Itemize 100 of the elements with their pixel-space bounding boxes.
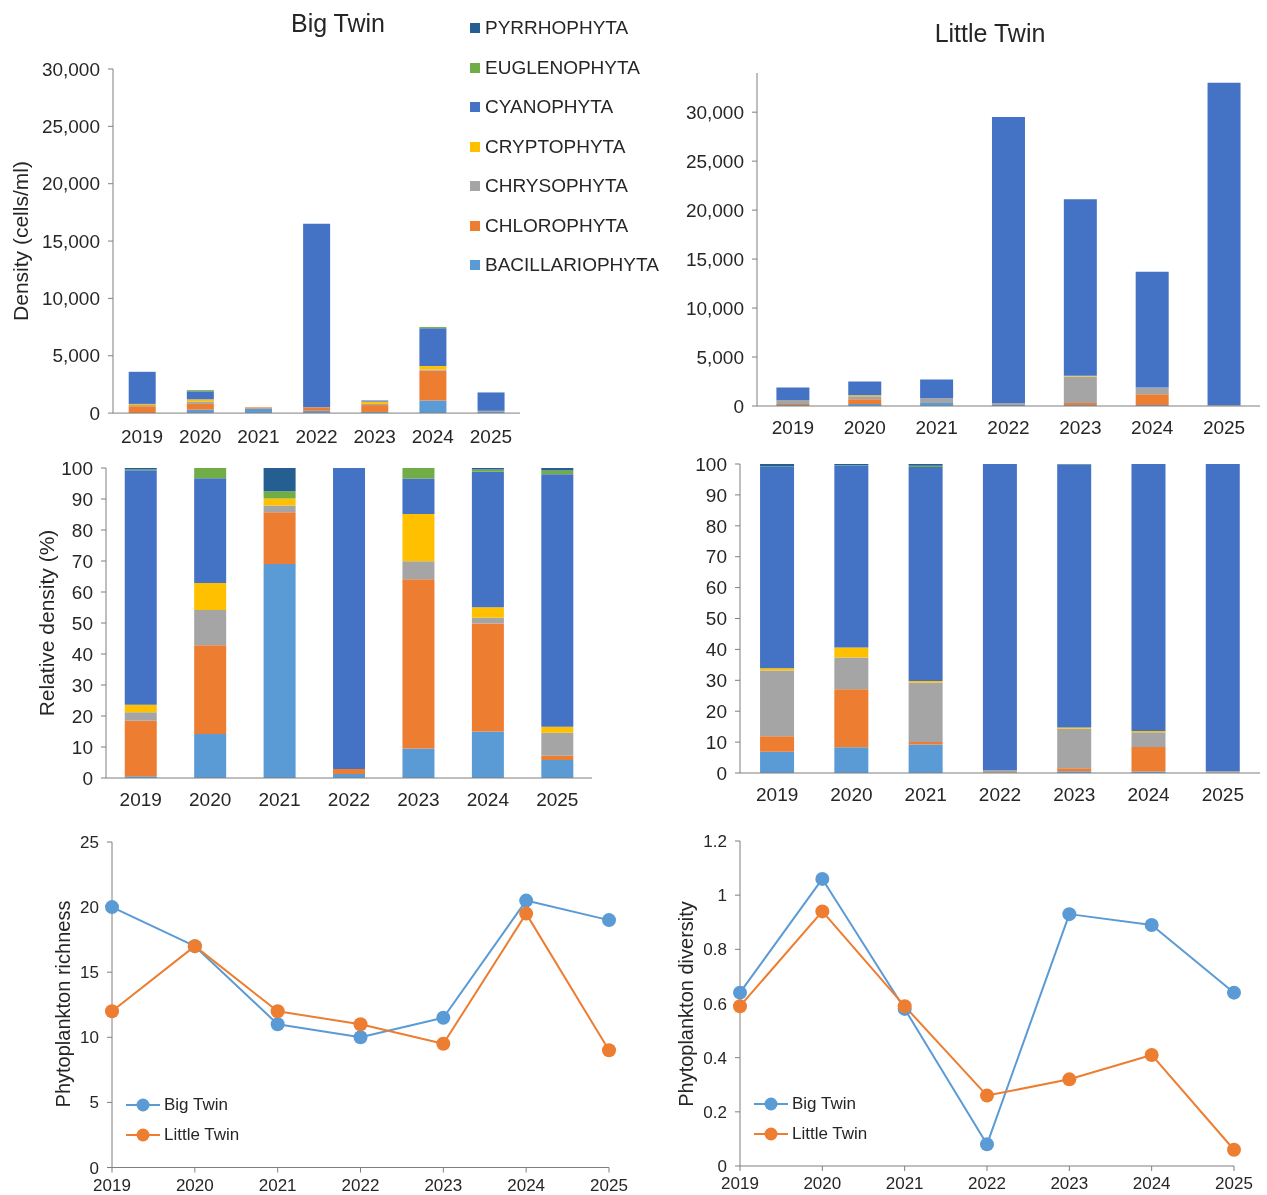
y-tick-label: 15 <box>80 962 99 982</box>
y-tick-label: 25,000 <box>685 150 744 172</box>
legend-label: CRYPTOPHYTA <box>485 135 626 158</box>
x-tick-label: 2019 <box>93 1175 131 1195</box>
y-tick-label: 1.2 <box>703 832 727 852</box>
y-tick-label: 30 <box>71 674 93 696</box>
legend-label: BACILLARIOPHYTA <box>485 254 659 277</box>
x-tick-label: 2021 <box>237 425 280 447</box>
x-tick-label: 2022 <box>978 784 1022 806</box>
y-tick-label: 70 <box>71 550 93 572</box>
legend-label: CYANOPHYTA <box>485 96 614 119</box>
x-tick-label: 2022 <box>327 789 371 811</box>
legend-label: CHLOROPHYTA <box>485 214 629 237</box>
x-tick-label: 2023 <box>424 1175 463 1195</box>
legend-label: CHRYSOPHYTA <box>485 175 628 198</box>
x-tick-label: 2020 <box>175 1175 214 1195</box>
x-tick-label: 2025 <box>1202 417 1246 439</box>
y-tick-label: 0 <box>717 1157 727 1177</box>
x-tick-label: 2020 <box>843 417 886 439</box>
y-tick-label: 10 <box>705 731 727 753</box>
y-tick-label: 20 <box>80 897 99 917</box>
x-tick-label: 2024 <box>507 1175 546 1195</box>
y-tick-label: 60 <box>71 581 93 603</box>
y-tick-label: 5,000 <box>696 346 744 368</box>
x-tick-label: 2021 <box>915 417 958 439</box>
y-tick-label: 0 <box>733 395 744 417</box>
x-tick-label: 2023 <box>353 425 396 447</box>
x-tick-label: 2019 <box>120 425 164 447</box>
y-tick-label: 20 <box>71 705 93 727</box>
x-tick-label: 2021 <box>885 1174 924 1194</box>
y-axis-title: Density (cells/ml) <box>8 160 33 321</box>
x-tick-label: 2024 <box>466 789 510 811</box>
x-tick-label: 2019 <box>721 1174 759 1194</box>
y-tick-label: 10 <box>71 736 93 758</box>
y-tick-label: 20,000 <box>41 173 100 195</box>
y-tick-label: 0 <box>89 402 100 424</box>
legend-label: EUGLENOPHYTA <box>485 56 640 79</box>
x-tick-label: 2019 <box>119 789 162 811</box>
y-tick-label: 0.2 <box>703 1102 727 1122</box>
y-tick-label: 90 <box>71 488 93 510</box>
y-tick-label: 20 <box>705 700 727 722</box>
x-tick-label: 2023 <box>397 789 440 811</box>
y-tick-label: 90 <box>705 484 727 506</box>
y-tick-label: 50 <box>705 608 727 630</box>
x-tick-label: 2022 <box>295 425 338 447</box>
x-tick-label: 2023 <box>1059 417 1102 439</box>
x-tick-label: 2020 <box>189 789 232 811</box>
y-tick-label: 0 <box>716 762 727 784</box>
y-tick-label: 100 <box>61 457 93 479</box>
y-tick-label: 80 <box>71 519 93 541</box>
y-axis-title: Phytoplankton richness <box>51 900 75 1108</box>
x-tick-label: 2020 <box>179 425 222 447</box>
y-tick-label: 25,000 <box>41 115 100 137</box>
x-tick-label: 2025 <box>1201 784 1244 806</box>
x-tick-label: 2021 <box>904 784 947 806</box>
y-tick-label: 60 <box>705 577 727 599</box>
x-tick-label: 2019 <box>756 784 799 806</box>
y-tick-label: 100 <box>695 453 727 475</box>
y-tick-label: 0.4 <box>703 1048 727 1068</box>
y-tick-label: 10,000 <box>685 297 744 319</box>
chart-title: Little Twin <box>934 18 1046 48</box>
y-tick-label: 15,000 <box>685 248 744 270</box>
y-tick-label: 0.6 <box>703 994 727 1014</box>
y-tick-label: 40 <box>71 643 93 665</box>
legend-label: PYRRHOPHYTA <box>485 17 629 40</box>
x-tick-label: 2022 <box>968 1174 1006 1194</box>
y-tick-label: 15,000 <box>41 230 100 252</box>
y-tick-label: 30 <box>705 670 727 692</box>
legend-label: Little Twin <box>792 1124 868 1144</box>
y-tick-label: 0.8 <box>703 940 727 960</box>
chart-title: Big Twin <box>290 8 386 38</box>
x-tick-label: 2019 <box>771 417 815 439</box>
y-tick-label: 50 <box>71 612 93 634</box>
y-tick-label: 5,000 <box>52 345 100 367</box>
y-axis-title: Relative density (%) <box>34 529 59 717</box>
x-tick-label: 2020 <box>803 1174 842 1194</box>
x-tick-label: 2025 <box>469 425 513 447</box>
y-tick-label: 0 <box>89 1158 99 1178</box>
y-axis-title: Phytoplankton diversity <box>674 900 698 1107</box>
x-tick-label: 2025 <box>590 1175 628 1195</box>
y-tick-label: 70 <box>705 546 727 568</box>
y-tick-label: 25 <box>80 832 99 852</box>
legend-label: Big Twin <box>792 1094 856 1114</box>
x-tick-label: 2020 <box>830 784 873 806</box>
x-tick-label: 2021 <box>258 1175 297 1195</box>
y-tick-label: 20,000 <box>685 199 744 221</box>
x-tick-label: 2024 <box>1132 1174 1171 1194</box>
legend-label: Big Twin <box>164 1095 228 1115</box>
y-tick-label: 80 <box>705 515 727 537</box>
x-tick-label: 2024 <box>411 425 454 447</box>
y-tick-label: 0 <box>82 767 93 789</box>
y-tick-label: 40 <box>705 639 727 661</box>
y-tick-label: 5 <box>89 1092 99 1112</box>
x-tick-label: 2023 <box>1050 1174 1089 1194</box>
legend-label: Little Twin <box>164 1125 240 1145</box>
x-tick-label: 2022 <box>987 417 1030 439</box>
y-tick-label: 10 <box>80 1027 99 1047</box>
x-tick-label: 2022 <box>341 1175 380 1195</box>
y-tick-label: 10,000 <box>41 287 100 309</box>
y-tick-label: 1 <box>717 886 727 906</box>
